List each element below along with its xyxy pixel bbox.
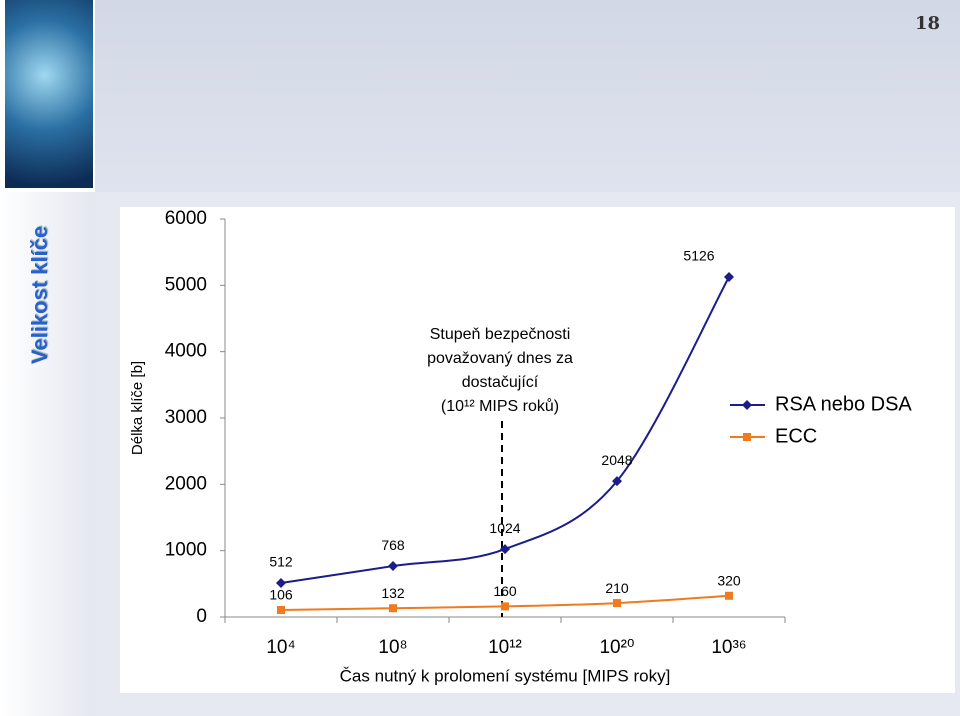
marker [276, 578, 286, 589]
data-label: 210 [605, 580, 629, 596]
chart-background [120, 207, 955, 693]
y-tick-label: 6000 [165, 208, 207, 229]
marker [277, 605, 285, 614]
legend-label: ECC [775, 425, 817, 447]
data-label: 2048 [601, 452, 632, 468]
slide-title: Velikost klíče [27, 225, 52, 365]
annotation: (10¹² MIPS roků) [441, 397, 559, 415]
marker [724, 271, 734, 282]
marker [389, 604, 397, 613]
annotation: dostačující [462, 374, 539, 391]
data-label: 512 [269, 554, 293, 570]
data-label: 5126 [683, 248, 714, 264]
left-band [0, 192, 95, 716]
marker [725, 591, 733, 600]
marker [500, 544, 510, 555]
marker [613, 599, 621, 608]
annotation: považovaný dnes za [427, 350, 573, 367]
legend-marker [742, 400, 752, 410]
x-tick-label: 10²⁰ [599, 637, 634, 658]
y-tick-label: 0 [196, 606, 207, 627]
data-label: 160 [493, 583, 517, 599]
x-tick-label: 10⁸ [378, 637, 407, 658]
series-line [280, 276, 730, 585]
y-tick-label: 1000 [165, 540, 207, 561]
x-axis-label: Čas nutný k prolomení systému [MIPS roky… [340, 666, 671, 685]
y-tick-label: 2000 [165, 473, 207, 494]
x-tick-label: 10⁴ [266, 637, 295, 658]
data-label: 768 [381, 537, 405, 553]
annotation: Stupeň bezpečnosti [430, 326, 571, 343]
decor-image [5, 0, 93, 188]
y-tick-label: 5000 [165, 274, 207, 295]
x-tick-label: 10¹² [488, 637, 522, 658]
data-label: 132 [381, 585, 405, 601]
marker [388, 561, 398, 572]
x-tick-label: 10³⁶ [711, 637, 746, 658]
data-label: 1024 [489, 520, 520, 536]
data-label: 106 [269, 587, 293, 603]
y-axis-label: Délka klíče [b] [129, 361, 146, 455]
marker [612, 476, 622, 487]
chart: 0 1000 2000 3000 4000 5000 6000 10⁴ 10⁸ 10¹² 10²⁰ 1… [120, 207, 955, 693]
y-tick-label: 3000 [165, 407, 207, 428]
y-tick-label: 4000 [165, 341, 207, 362]
page-number: 18 [914, 13, 940, 34]
legend-marker [743, 433, 751, 441]
data-label: 320 [717, 572, 741, 588]
legend-label: RSA nebo DSA [775, 393, 912, 415]
top-band [95, 0, 960, 192]
marker [501, 602, 509, 611]
